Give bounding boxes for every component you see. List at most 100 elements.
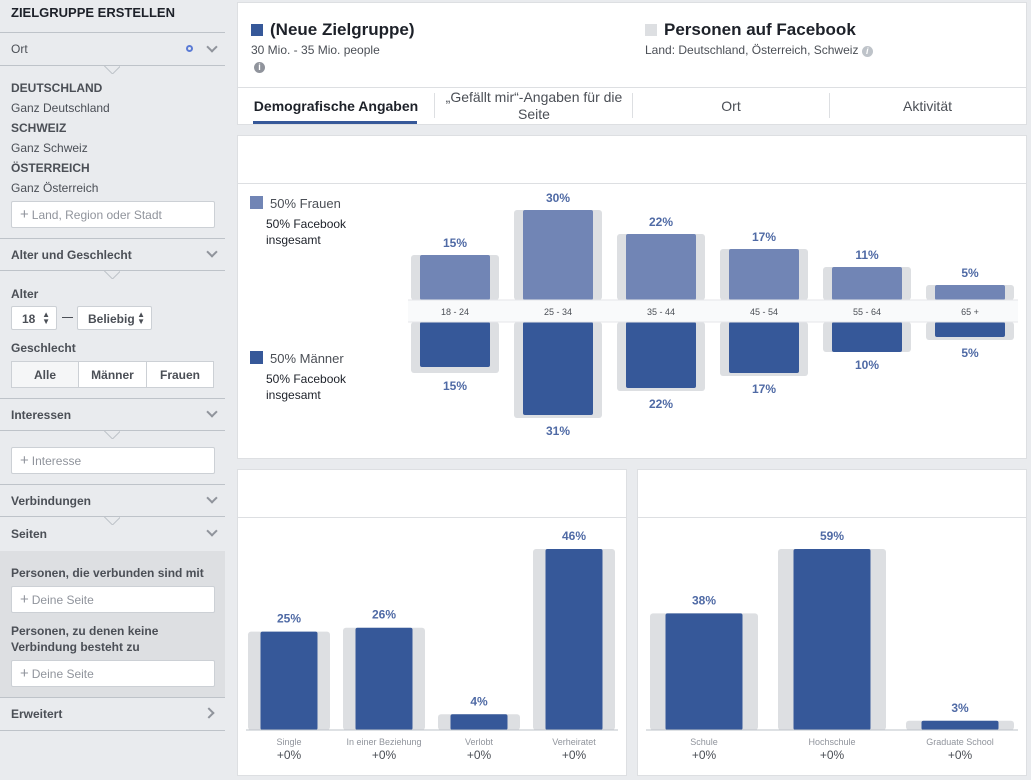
relationship-chart: 25%Single+0%26%In einer Beziehung+0%4%Ve… (246, 529, 618, 762)
age-from-select[interactable]: 18 ▲ ▼ (11, 306, 57, 330)
sort-arrows-icon: ▲ ▼ (42, 310, 50, 326)
location-search-input[interactable]: + Land, Region oder Stadt (11, 201, 215, 228)
men-value-label: 17% (752, 382, 776, 396)
men-bar (832, 322, 902, 352)
value-bar (545, 549, 603, 730)
gender-men-button[interactable]: Männer (78, 361, 147, 388)
gender-all-button[interactable]: Alle (11, 361, 79, 388)
divider (0, 730, 225, 731)
location-country: DEUTSCHLAND (11, 81, 103, 95)
tab-page-likes[interactable]: „Gefällt mir“-Angaben für die Seite (445, 89, 623, 122)
women-value-label: 17% (752, 230, 776, 244)
location-pin-icon (186, 45, 193, 52)
not-connected-page-input[interactable]: + Deine Seite (11, 660, 215, 687)
sort-arrows-icon: ▲ ▼ (137, 310, 145, 326)
chevron-down-icon[interactable] (206, 41, 218, 53)
chevron-down-icon[interactable] (206, 246, 218, 258)
age-gender-header: Alter und Geschlecht (11, 248, 132, 262)
delta-label: +0% (948, 748, 973, 762)
tab-activity[interactable]: Aktivität (902, 97, 952, 114)
age-tick-label: 65 + (961, 307, 979, 317)
gender-women-button[interactable]: Frauen (146, 361, 214, 388)
chevron-down-icon[interactable] (206, 406, 218, 418)
men-value-label: 15% (443, 379, 467, 393)
divider (0, 32, 225, 33)
legend-women: 50% Frauen 50% Facebook insgesamt (250, 196, 400, 248)
relationship-panel: 25% Single +0% 26% In einer Beziehung +0% 4% Ve… (237, 469, 627, 776)
age-tick-label: 55 - 64 (853, 307, 881, 317)
value-bar (665, 613, 743, 730)
category-label: Single (276, 737, 301, 747)
women-bar (420, 255, 490, 300)
location-header: Ort (11, 42, 28, 56)
women-bar (729, 249, 799, 300)
delta-label: +0% (562, 748, 587, 762)
age-tick-label: 35 - 44 (647, 307, 675, 317)
comparison-title-row: Personen auf Facebook (645, 20, 856, 40)
chevron-right-icon[interactable] (203, 707, 215, 719)
age-to-value: Beliebig (88, 312, 135, 326)
section-notch (104, 66, 120, 74)
plus-icon: + (20, 591, 29, 608)
chevron-down-icon[interactable] (206, 525, 218, 537)
women-bar (832, 267, 902, 300)
pages-header: Seiten (11, 527, 48, 541)
men-value-label: 5% (961, 346, 979, 360)
section-notch (104, 431, 120, 439)
women-bar (523, 210, 593, 300)
divider (238, 87, 1026, 88)
value-bar (793, 549, 871, 730)
age-gender-panel: 50% Frauen 50% Facebook insgesamt 50% Mä… (237, 135, 1027, 459)
age-from-value: 18 (22, 312, 36, 326)
age-tick-label: 45 - 54 (750, 307, 778, 317)
category-label: Verlobt (465, 737, 494, 747)
delta-label: +0% (277, 748, 302, 762)
not-connected-placeholder: Deine Seite (31, 667, 94, 681)
not-connected-label: Personen, zu denen keine Verbindung best… (11, 624, 159, 654)
category-label: Schule (690, 737, 718, 747)
location-region: Ganz Schweiz (11, 141, 88, 155)
sidebar-title: ZIELGRUPPE ERSTELLEN (11, 5, 175, 20)
legend-men-label: 50% Männer (270, 351, 344, 366)
men-bar (420, 322, 490, 367)
bar-value-label: 46% (562, 529, 586, 543)
sidebar: ZIELGRUPPE ERSTELLEN Ort DEUTSCHLAND Gan… (0, 0, 225, 780)
age-to-select[interactable]: Beliebig ▲ ▼ (77, 306, 152, 330)
bar-value-label: 3% (951, 701, 969, 715)
pages-options-panel: Personen, die verbunden sind mit + Deine … (0, 551, 225, 697)
audience-title: (Neue Zielgruppe) (270, 20, 415, 39)
bar-value-label: 4% (470, 694, 488, 708)
delta-label: +0% (467, 748, 492, 762)
audience-title-row: (Neue Zielgruppe) (251, 20, 415, 40)
interest-search-input[interactable]: + Interesse (11, 447, 215, 474)
men-value-label: 10% (855, 358, 879, 372)
value-bar (921, 720, 999, 730)
chevron-down-icon[interactable] (206, 492, 218, 504)
category-label: In einer Beziehung (346, 737, 421, 747)
men-bar (935, 322, 1005, 337)
comparison-color-swatch (645, 24, 657, 36)
delta-label: +0% (692, 748, 717, 762)
connected-page-input[interactable]: + Deine Seite (11, 586, 215, 613)
divider (0, 398, 225, 399)
location-country: SCHWEIZ (11, 121, 67, 135)
legend-women-sub: 50% Facebook insgesamt (266, 217, 347, 247)
connected-label: Personen, die verbunden sind mit (11, 566, 204, 580)
info-icon[interactable]: i (861, 46, 873, 57)
women-value-label: 5% (961, 266, 979, 280)
tab-demographics[interactable]: Demografische Angaben (253, 97, 419, 114)
tab-separator (434, 93, 435, 118)
legend-men-sub: 50% Facebook insgesamt (266, 372, 347, 402)
legend-men: 50% Männer 50% Facebook insgesamt (250, 351, 400, 403)
location-country: ÖSTERREICH (11, 161, 90, 175)
active-tab-indicator (253, 121, 417, 124)
connected-placeholder: Deine Seite (31, 593, 94, 607)
tab-location[interactable]: Ort (721, 97, 741, 114)
divider (0, 238, 225, 239)
plus-icon: + (20, 665, 29, 682)
men-value-label: 31% (546, 424, 570, 438)
plus-icon: + (20, 206, 29, 223)
bar-value-label: 25% (277, 612, 301, 626)
gender-label: Geschlecht (11, 341, 76, 355)
info-icon[interactable]: i (254, 59, 265, 73)
